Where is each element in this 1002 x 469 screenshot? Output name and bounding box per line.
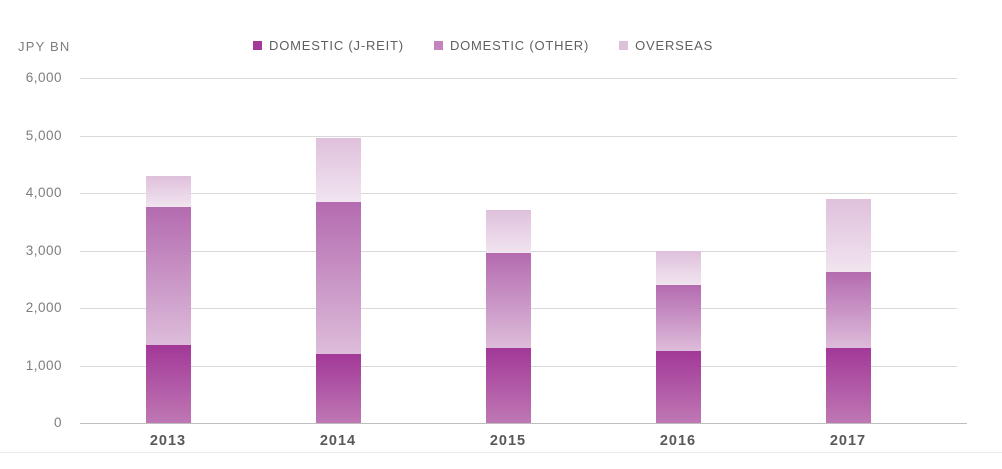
bar-segment-domestic-other-2015 bbox=[485, 253, 531, 349]
bar-segment-domestic-j-reit-2013 bbox=[145, 345, 191, 423]
y-tick-label-6000: 6,000 bbox=[25, 70, 62, 85]
legend-swatch-icon bbox=[619, 41, 629, 50]
bar-segment-domestic-other-2014 bbox=[315, 201, 361, 354]
bar-segment-overseas-2015 bbox=[485, 210, 531, 254]
x-axis-label-2015: 2015 bbox=[489, 433, 527, 449]
legend-label: DOMESTIC (J-REIT) bbox=[269, 38, 404, 53]
bar-segment-domestic-j-reit-2014 bbox=[315, 354, 361, 423]
bar-segment-overseas-2013 bbox=[145, 175, 191, 208]
y-tick-label-5000: 5,000 bbox=[25, 127, 62, 143]
x-axis-label-2016: 2016 bbox=[659, 433, 697, 449]
y-tick-label-4000: 4,000 bbox=[25, 185, 62, 200]
y-tick-label-0: 0 bbox=[53, 415, 62, 430]
legend-swatch-icon bbox=[433, 41, 443, 50]
gridline-5000 bbox=[80, 135, 957, 137]
x-axis-label-2014: 2014 bbox=[319, 433, 357, 449]
x-axis-label-2013: 2013 bbox=[149, 433, 187, 449]
x-axis-line bbox=[80, 423, 967, 424]
bar-segment-domestic-other-2013 bbox=[145, 207, 191, 346]
y-tick-label-2000: 2,000 bbox=[25, 300, 62, 315]
legend-item-overseas: OVERSEAS bbox=[619, 38, 713, 53]
gridline-6000 bbox=[80, 78, 957, 79]
bar-segment-overseas-2014 bbox=[315, 138, 361, 202]
bar-segment-overseas-2017 bbox=[825, 198, 871, 272]
bar-segment-domestic-other-2016 bbox=[655, 285, 701, 352]
legend: DOMESTIC (J-REIT) DOMESTIC (OTHER) OVERSEA… bbox=[253, 38, 713, 53]
bar-segment-domestic-j-reit-2016 bbox=[655, 351, 701, 423]
y-tick-label-1000: 1,000 bbox=[25, 357, 62, 373]
x-axis-label-2017: 2017 bbox=[829, 433, 867, 449]
bar-segment-domestic-other-2017 bbox=[825, 271, 871, 349]
legend-label: OVERSEAS bbox=[635, 38, 714, 53]
gridline-4000 bbox=[80, 193, 957, 194]
y-axis-unit-label: JPY BN bbox=[18, 39, 71, 54]
legend-swatch-icon bbox=[253, 41, 262, 50]
legend-item-domestic-j-reit: DOMESTIC (J-REIT) bbox=[253, 38, 404, 53]
bottom-rule bbox=[0, 452, 1002, 453]
bar-segment-domestic-j-reit-2015 bbox=[485, 348, 531, 423]
bar-segment-overseas-2016 bbox=[655, 250, 701, 285]
y-tick-label-3000: 3,000 bbox=[25, 242, 62, 258]
bar-segment-domestic-j-reit-2017 bbox=[825, 348, 871, 423]
legend-item-domestic-other: DOMESTIC (OTHER) bbox=[433, 38, 590, 53]
legend-label: DOMESTIC (OTHER) bbox=[449, 38, 590, 53]
